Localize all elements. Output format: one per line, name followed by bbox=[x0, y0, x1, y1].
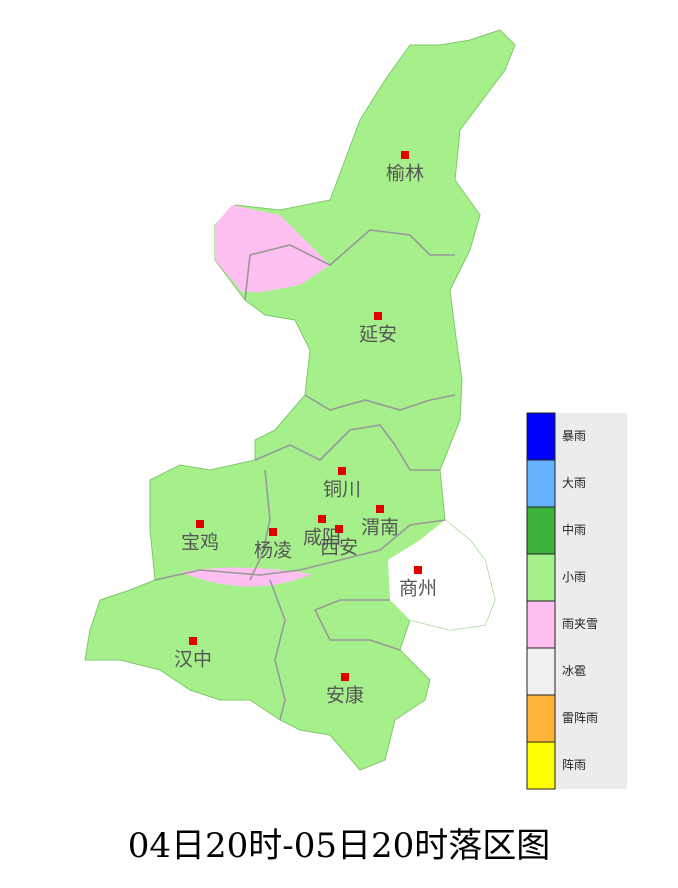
boundary bbox=[254, 424, 440, 471]
legend-label: 阵雨 bbox=[562, 758, 586, 772]
legend-label: 中雨 bbox=[562, 522, 586, 537]
boundary bbox=[269, 579, 286, 721]
legend-swatch bbox=[526, 553, 556, 602]
city-marker bbox=[414, 566, 422, 574]
city-marker bbox=[269, 528, 277, 536]
city-marker bbox=[338, 467, 346, 475]
city-marker bbox=[376, 505, 384, 513]
city-label: 渭南 bbox=[361, 517, 399, 539]
city-marker bbox=[196, 520, 204, 528]
city-label: 延安 bbox=[359, 324, 397, 346]
boundary bbox=[304, 394, 456, 411]
boundary bbox=[244, 229, 455, 301]
city-label: 汉中 bbox=[174, 649, 212, 671]
boundary bbox=[313, 599, 401, 651]
legend-swatch bbox=[526, 741, 556, 790]
city-label: 西安 bbox=[320, 537, 358, 559]
city-marker bbox=[401, 151, 409, 159]
city-marker bbox=[335, 525, 343, 533]
legend-swatch bbox=[526, 694, 556, 743]
sleet-area bbox=[215, 205, 330, 292]
legend-swatch bbox=[526, 506, 556, 555]
legend-label: 暴雨 bbox=[562, 429, 586, 443]
legend-label: 冰雹 bbox=[562, 664, 586, 678]
legend-swatch bbox=[526, 459, 556, 508]
legend-swatch bbox=[526, 600, 556, 649]
boundary bbox=[249, 469, 271, 581]
city-marker bbox=[189, 637, 197, 645]
city-label: 杨凌 bbox=[254, 540, 292, 562]
province bbox=[84, 29, 516, 771]
city-label: 宝鸡 bbox=[181, 532, 219, 554]
legend-swatch bbox=[526, 412, 556, 461]
hail-area bbox=[388, 520, 495, 630]
city-label: 榆林 bbox=[386, 163, 424, 185]
legend-label: 小雨 bbox=[562, 570, 586, 584]
city-label: 商州 bbox=[399, 578, 437, 600]
legend-swatch bbox=[526, 647, 556, 696]
city-marker bbox=[318, 515, 326, 523]
legend-label: 大雨 bbox=[562, 476, 586, 490]
city-label: 铜川 bbox=[323, 479, 361, 501]
legend-label: 雷阵雨 bbox=[562, 711, 598, 725]
city-marker bbox=[374, 312, 382, 320]
boundary bbox=[154, 519, 446, 581]
city-label: 咸阳 bbox=[303, 527, 341, 549]
caption: 04日20时-05日20时落区图 bbox=[128, 826, 551, 866]
legend-label: 雨夹雪 bbox=[562, 617, 598, 631]
city-label: 安康 bbox=[326, 685, 364, 707]
city-marker bbox=[341, 673, 349, 681]
